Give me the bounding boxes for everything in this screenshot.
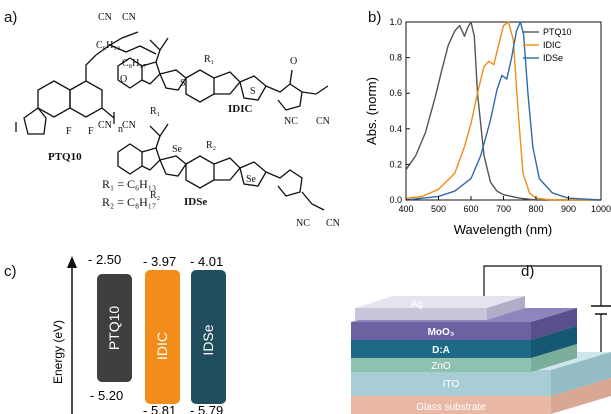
idic-structure [117,37,329,111]
y-tick-label: 0.6 [389,88,402,98]
legend-label: IDSe [543,53,563,63]
glass-layer [351,396,551,414]
idse-structure [117,123,325,211]
idic-cn-top: CN [98,12,112,23]
x-tick-label: 900 [561,204,576,214]
panel-label-a: a) [4,9,18,26]
idic-nc-bottom: NC [284,116,298,127]
idse-se-right: Se [246,174,257,185]
idse-name: IDSe [184,196,207,208]
y-tick-label: 0.0 [389,195,402,205]
idic-s-left: S [180,78,186,89]
r2-definition: R₂ = C₈H₁₇ [102,195,156,209]
y-tick-label: 1.0 [389,17,402,27]
energy-level-diagram: Energy (eV) PTQ10 - 2.50 - 5.20 IDIC - 3… [51,254,226,414]
device-stack: Glass substrate ITO ZnO D:A MoO₃ Ag [351,265,611,414]
idic-o-right: O [290,56,297,67]
da-label: D:A [432,345,450,356]
panel-label-d: d) [521,263,535,280]
moo3-layer [351,322,531,340]
ptq10-bar-label: PTQ10 [106,306,122,351]
series-line-ptq10 [405,21,601,201]
ito-layer-side [551,352,611,396]
x-tick-label: 600 [463,204,478,214]
r1-definition: R₁ = C₆H₁₃ [102,177,156,191]
ptq10-bar [97,274,132,382]
idic-o: O [120,74,127,85]
chemical-structures: CN CN O S S R₁ R₁ O NC CN CN CN Se Se R₂… [15,12,340,229]
ptq10-homo: - 5.20 [90,388,123,403]
glass-label: Glass substrate [416,402,486,413]
idic-bar-label: IDIC [154,332,170,360]
ito-layer [351,370,551,396]
series-line-idic [405,21,601,201]
energy-axis-label: Energy (eV) [51,320,65,384]
idse-lumo: - 4.01 [190,254,223,269]
idic-r1-bottom: R₁ [150,106,160,117]
y-tick-label: 0.8 [389,53,402,63]
x-tick-label: 500 [431,204,446,214]
idse-nc-bottom: NC [296,218,310,229]
ptq10-chain-top: C₆H₁₃ [96,40,120,51]
idic-name: IDIC [228,103,253,115]
x-tick-label: 700 [496,204,511,214]
idic-s-right: S [250,86,256,97]
absorption-chart: 400 500 600 700 800 900 1000 0.0 0.2 0.4 0.6 0.8 1.0… [364,17,611,237]
idic-cn-top-2: CN [122,12,136,23]
idic-lumo: - 3.97 [143,254,176,269]
ptq10-structure [15,31,157,135]
glass-layer-side [551,378,611,414]
idse-bar-label: IDSe [200,324,216,355]
series-line-idse [405,21,602,201]
ptq10-name: PTQ10 [48,151,82,163]
ito-label: ITO [443,379,460,390]
x-axis-title: Wavelength (nm) [454,222,553,237]
ptq10-f-2: F [88,126,94,137]
idse-cn-bottom: CN [326,218,340,229]
da-layer [351,340,531,358]
ag-layer-top [355,296,525,308]
ag-layer [355,308,487,320]
ag-layer-side [487,296,525,320]
zno-label: ZnO [431,361,451,372]
idic-r1-top: R₁ [204,54,214,65]
x-tick-label: 1000 [591,204,611,214]
panel-label-c: c) [4,263,17,280]
y-tick-label: 0.4 [389,124,402,134]
moo3-label: MoO₃ [428,327,455,338]
legend-label: IDIC [543,40,562,50]
ag-label: Ag [411,299,423,310]
idic-bar [145,270,180,404]
idic-homo: - 5.81 [143,403,176,414]
zno-layer [351,358,531,372]
energy-axis-arrowhead [67,256,77,268]
idse-homo: - 5.79 [190,403,223,414]
da-layer-side [531,326,577,358]
idse-r2-bottom: R₂ [150,190,160,201]
idse-cn-top: CN [98,120,112,131]
idse-bar [191,270,226,404]
idic-cn-bottom: CN [316,116,330,127]
ptq10-f: F [66,126,72,137]
ptq10-lumo: - 2.50 [88,254,121,267]
y-tick-label: 0.2 [389,159,402,169]
idse-se-left: Se [172,144,183,155]
y-axis-title: Abs. (norm) [364,77,379,145]
zno-layer-side [531,344,577,372]
plot-frame [405,21,602,201]
ptq10-chain-bottom: C₈H₁₇ [122,58,146,69]
ptq10-n: n [118,124,123,135]
panel-label-b: b) [368,9,382,26]
x-tick-label: 800 [528,204,543,214]
moo3-layer-side [531,308,577,340]
legend-label: PTQ10 [543,27,572,37]
x-tick-label: 400 [398,204,413,214]
idse-r2-top: R₂ [206,140,216,151]
idse-cn-top-2: CN [122,120,136,131]
